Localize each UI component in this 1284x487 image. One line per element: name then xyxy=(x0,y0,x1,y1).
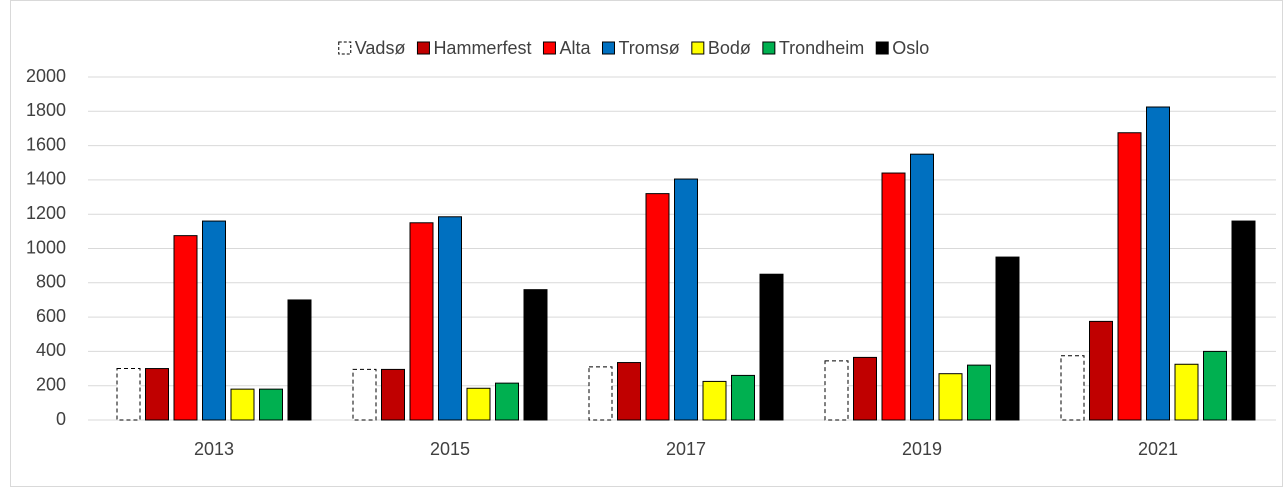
x-tick-label: 2013 xyxy=(194,439,234,459)
legend-label: Vadsø xyxy=(355,38,406,58)
bar xyxy=(759,273,784,421)
y-tick-label: 600 xyxy=(36,306,66,326)
legend-label: Hammerfest xyxy=(433,38,531,58)
y-tick-label: 200 xyxy=(36,374,66,394)
bar xyxy=(995,256,1020,421)
bar xyxy=(230,388,255,421)
y-tick-label: 1600 xyxy=(26,134,66,154)
legend-label: Trondheim xyxy=(779,38,864,58)
bar xyxy=(881,172,906,421)
bar xyxy=(523,289,548,421)
legend-label: Bodø xyxy=(708,38,751,58)
y-tick-label: 0 xyxy=(56,409,66,429)
x-tick-label: 2021 xyxy=(1138,439,1178,459)
bar xyxy=(910,153,934,421)
bar xyxy=(202,220,226,421)
bar xyxy=(259,388,283,421)
x-tick-label: 2015 xyxy=(430,439,470,459)
bar xyxy=(173,235,198,421)
bar xyxy=(1060,355,1085,421)
y-tick-label: 800 xyxy=(36,272,66,292)
y-tick-label: 1000 xyxy=(26,237,66,257)
bar xyxy=(287,299,312,421)
x-tick-label: 2019 xyxy=(902,439,942,459)
legend-label: Tromsø xyxy=(618,38,679,58)
legend-swatch xyxy=(601,41,615,55)
bar xyxy=(702,380,727,421)
bar xyxy=(617,362,641,421)
y-tick-label: 1400 xyxy=(26,169,66,189)
legend-swatch xyxy=(875,41,889,55)
legend-swatch xyxy=(691,41,705,55)
bar xyxy=(588,366,613,421)
legend-label: Oslo xyxy=(892,38,929,58)
y-tick-label: 1800 xyxy=(26,100,66,120)
legend-swatch xyxy=(762,41,776,55)
bar xyxy=(495,382,519,421)
bar xyxy=(1174,363,1199,421)
bar xyxy=(967,364,991,421)
legend-swatch xyxy=(416,41,430,55)
bar xyxy=(824,360,849,421)
bar xyxy=(938,373,963,421)
bar xyxy=(145,368,169,421)
x-tick-label: 2017 xyxy=(666,439,706,459)
bar xyxy=(466,387,491,421)
legend-swatch xyxy=(338,41,352,55)
bar xyxy=(1089,320,1113,421)
bar xyxy=(381,368,405,421)
bar xyxy=(674,178,698,421)
y-tick-label: 1200 xyxy=(26,203,66,223)
bar xyxy=(1146,106,1170,421)
bar xyxy=(645,193,670,421)
y-tick-label: 400 xyxy=(36,340,66,360)
bar xyxy=(352,368,377,421)
bar xyxy=(1117,132,1142,421)
legend-label: Alta xyxy=(559,38,591,58)
bar xyxy=(409,222,434,421)
legend-swatch xyxy=(542,41,556,55)
bar xyxy=(1231,220,1256,421)
y-tick-label: 2000 xyxy=(26,66,66,86)
bar xyxy=(1203,350,1227,421)
bar xyxy=(438,216,462,421)
bar xyxy=(116,368,141,421)
bar xyxy=(731,374,755,421)
bar xyxy=(853,356,877,421)
